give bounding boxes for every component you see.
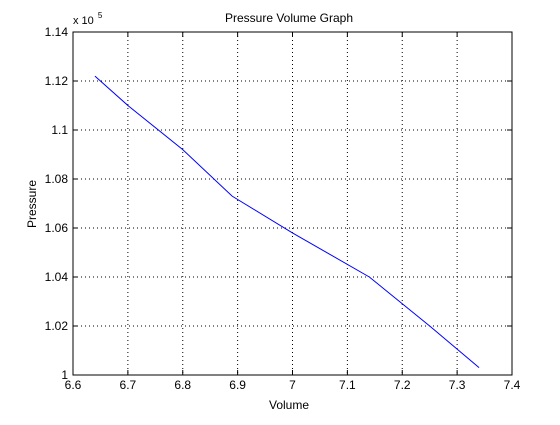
y-tick-label: 1.06 xyxy=(45,221,69,235)
y-axis-label: Pressure xyxy=(25,180,39,228)
y-tick-label: 1.08 xyxy=(45,172,69,186)
y-tick-label: 1.12 xyxy=(45,74,69,88)
chart-title: Pressure Volume Graph xyxy=(225,11,353,25)
x-axis-label: Volume xyxy=(269,398,309,412)
x-tick-label: 7.3 xyxy=(449,378,466,392)
y-multiplier-exponent: 5 xyxy=(98,11,103,20)
y-tick-label: 1.1 xyxy=(51,123,68,137)
y-multiplier-base: x 10 xyxy=(73,15,94,27)
x-tick-label: 6.8 xyxy=(174,378,191,392)
x-tick-label: 7.2 xyxy=(394,378,411,392)
x-tick-label: 7.1 xyxy=(339,378,356,392)
x-tick-label: 7.4 xyxy=(504,378,521,392)
y-tick-label: 1 xyxy=(61,368,68,382)
x-tick-label: 7 xyxy=(289,378,296,392)
plot-area xyxy=(73,32,512,375)
y-tick-label: 1.04 xyxy=(45,270,69,284)
x-tick-label: 6.9 xyxy=(229,378,246,392)
x-tick-label: 6.7 xyxy=(120,378,137,392)
y-tick-label: 1.14 xyxy=(45,25,69,39)
y-tick-label: 1.02 xyxy=(45,319,69,333)
